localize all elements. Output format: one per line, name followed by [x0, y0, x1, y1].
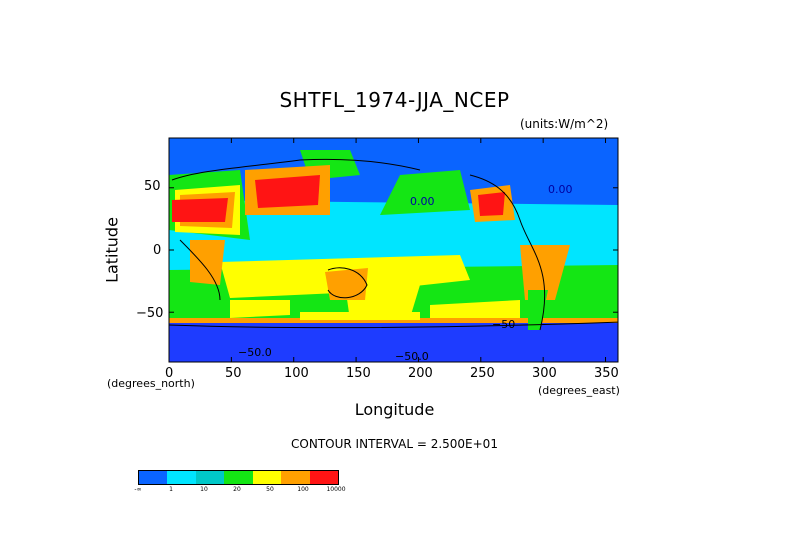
color-legend: -∞ 1 10 20 50 100 10000	[134, 470, 346, 498]
legend-label: 100	[297, 486, 309, 493]
x-axis-label: Longitude	[354, 400, 435, 419]
x-tick-label: 200	[408, 366, 433, 381]
x-unit-label: (degrees_east)	[538, 384, 620, 397]
legend-label: 10	[200, 486, 208, 493]
units-label: (units:W/m^2)	[520, 117, 609, 131]
legend-swatch	[281, 471, 310, 484]
contour-interval: CONTOUR INTERVAL = 2.500E+01	[291, 437, 498, 451]
legend-swatch	[139, 471, 168, 484]
y-tick-label: 50	[144, 179, 161, 194]
x-tick-label: 250	[470, 366, 495, 381]
legend-label: -∞	[134, 486, 142, 493]
legend-swatch	[195, 471, 225, 484]
legend-swatch	[167, 471, 196, 484]
x-tick-label: 350	[594, 366, 619, 381]
x-tick-label: 100	[284, 366, 309, 381]
contour-label: −50.0	[395, 350, 429, 363]
legend-colorbar	[138, 470, 339, 485]
contour-label: −50.0	[238, 346, 272, 359]
chart-title: SHTFL_1974-JJA_NCEP	[279, 88, 510, 112]
legend-swatch	[252, 471, 282, 484]
legend-label: 10000	[326, 486, 346, 493]
axis-ticks	[168, 138, 618, 362]
legend-swatch	[309, 471, 338, 484]
x-tick-label: 50	[225, 366, 242, 381]
legend-label: 50	[266, 486, 274, 493]
contour-label: 0.00	[410, 195, 435, 208]
legend-label: 1	[169, 486, 173, 493]
contour-label: −50	[492, 318, 516, 331]
y-tick-label: −50	[136, 306, 164, 321]
x-tick-label: 0	[165, 366, 174, 381]
heat-flux-field	[169, 138, 618, 362]
x-tick-label: 300	[532, 366, 557, 381]
y-axis-label: Latitude	[102, 217, 122, 283]
x-tick-label: 150	[346, 366, 371, 381]
y-unit-label: (degrees_north)	[107, 377, 195, 390]
contour-label: 0.00	[548, 183, 573, 196]
y-tick-label: 0	[153, 243, 162, 258]
legend-swatch	[224, 471, 253, 484]
legend-label: 20	[233, 486, 241, 493]
